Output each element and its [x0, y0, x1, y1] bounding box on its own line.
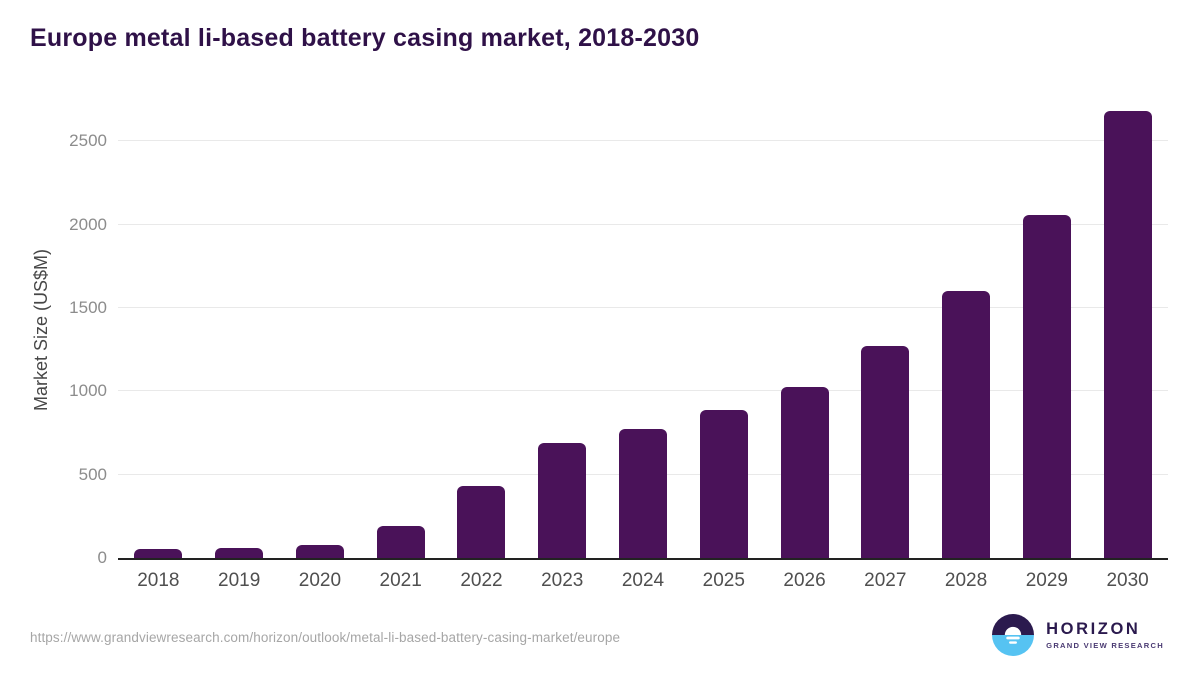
bar-2028: [942, 290, 991, 558]
bar-2025: [699, 409, 748, 558]
gridline-2000: [118, 223, 1168, 225]
x-tick-label-2024: 2024: [621, 570, 665, 591]
bar-2030: [1103, 110, 1152, 558]
x-tick-label-2021: 2021: [379, 570, 422, 591]
y-tick-label-2000: 2000: [69, 214, 107, 234]
bar-2023: [538, 443, 587, 558]
logo-text-block: HORIZON GRAND VIEW RESEARCH: [1046, 620, 1164, 650]
logo-name: HORIZON: [1046, 620, 1141, 638]
x-tick-label-2022: 2022: [460, 570, 503, 591]
y-tick-label-1000: 1000: [69, 381, 107, 401]
gridline-1500: [118, 307, 1168, 308]
bar-2024: [619, 428, 667, 558]
y-tick-label-0: 0: [97, 548, 107, 567]
bar-2020: [295, 544, 344, 558]
y-tick-label-2500: 2500: [69, 131, 107, 151]
y-tick-label-1500: 1500: [69, 298, 107, 317]
chart-title: Europe metal li-based battery casing mar…: [30, 24, 700, 52]
horizon-sun-icon: [992, 614, 1035, 656]
bar-2022: [457, 486, 506, 558]
y-axis-tick-labels: 0 500 1000 1500 2000 2500: [0, 98, 107, 566]
x-axis-tick-labels: 2018 2019 2020 2021 2022 2023 2024 2025 2026 2027…: [118, 570, 1168, 596]
x-tick-label-2026: 2026: [783, 570, 826, 591]
horizon-logo: HORIZON GRAND VIEW RESEARCH: [992, 614, 1164, 656]
x-tick-label-2020: 2020: [298, 570, 342, 591]
bar-2026: [780, 387, 829, 558]
logo-tagline: GRAND VIEW RESEARCH: [1046, 641, 1164, 650]
x-tick-label-2023: 2023: [541, 570, 584, 591]
x-tick-label-2018: 2018: [137, 570, 180, 591]
x-tick-label-2027: 2027: [864, 570, 907, 591]
bar-2029: [1022, 214, 1071, 558]
source-url-text: https://www.grandviewresearch.com/horizo…: [30, 630, 621, 645]
x-tick-label-2025: 2025: [702, 570, 745, 591]
x-tick-label-2030: 2030: [1106, 570, 1149, 591]
bar-2019: [215, 548, 264, 558]
x-tick-label-2019: 2019: [218, 570, 261, 591]
y-tick-label-500: 500: [78, 464, 107, 484]
bar-2021: [376, 525, 425, 558]
gridline-1000: [118, 390, 1168, 392]
bar-2018: [134, 548, 183, 558]
x-tick-label-2028: 2028: [944, 570, 988, 591]
x-tick-label-2029: 2029: [1025, 570, 1068, 591]
gridline-2500: [118, 140, 1168, 142]
bar-2027: [861, 346, 910, 558]
bar-chart-plot-area: [118, 98, 1168, 560]
